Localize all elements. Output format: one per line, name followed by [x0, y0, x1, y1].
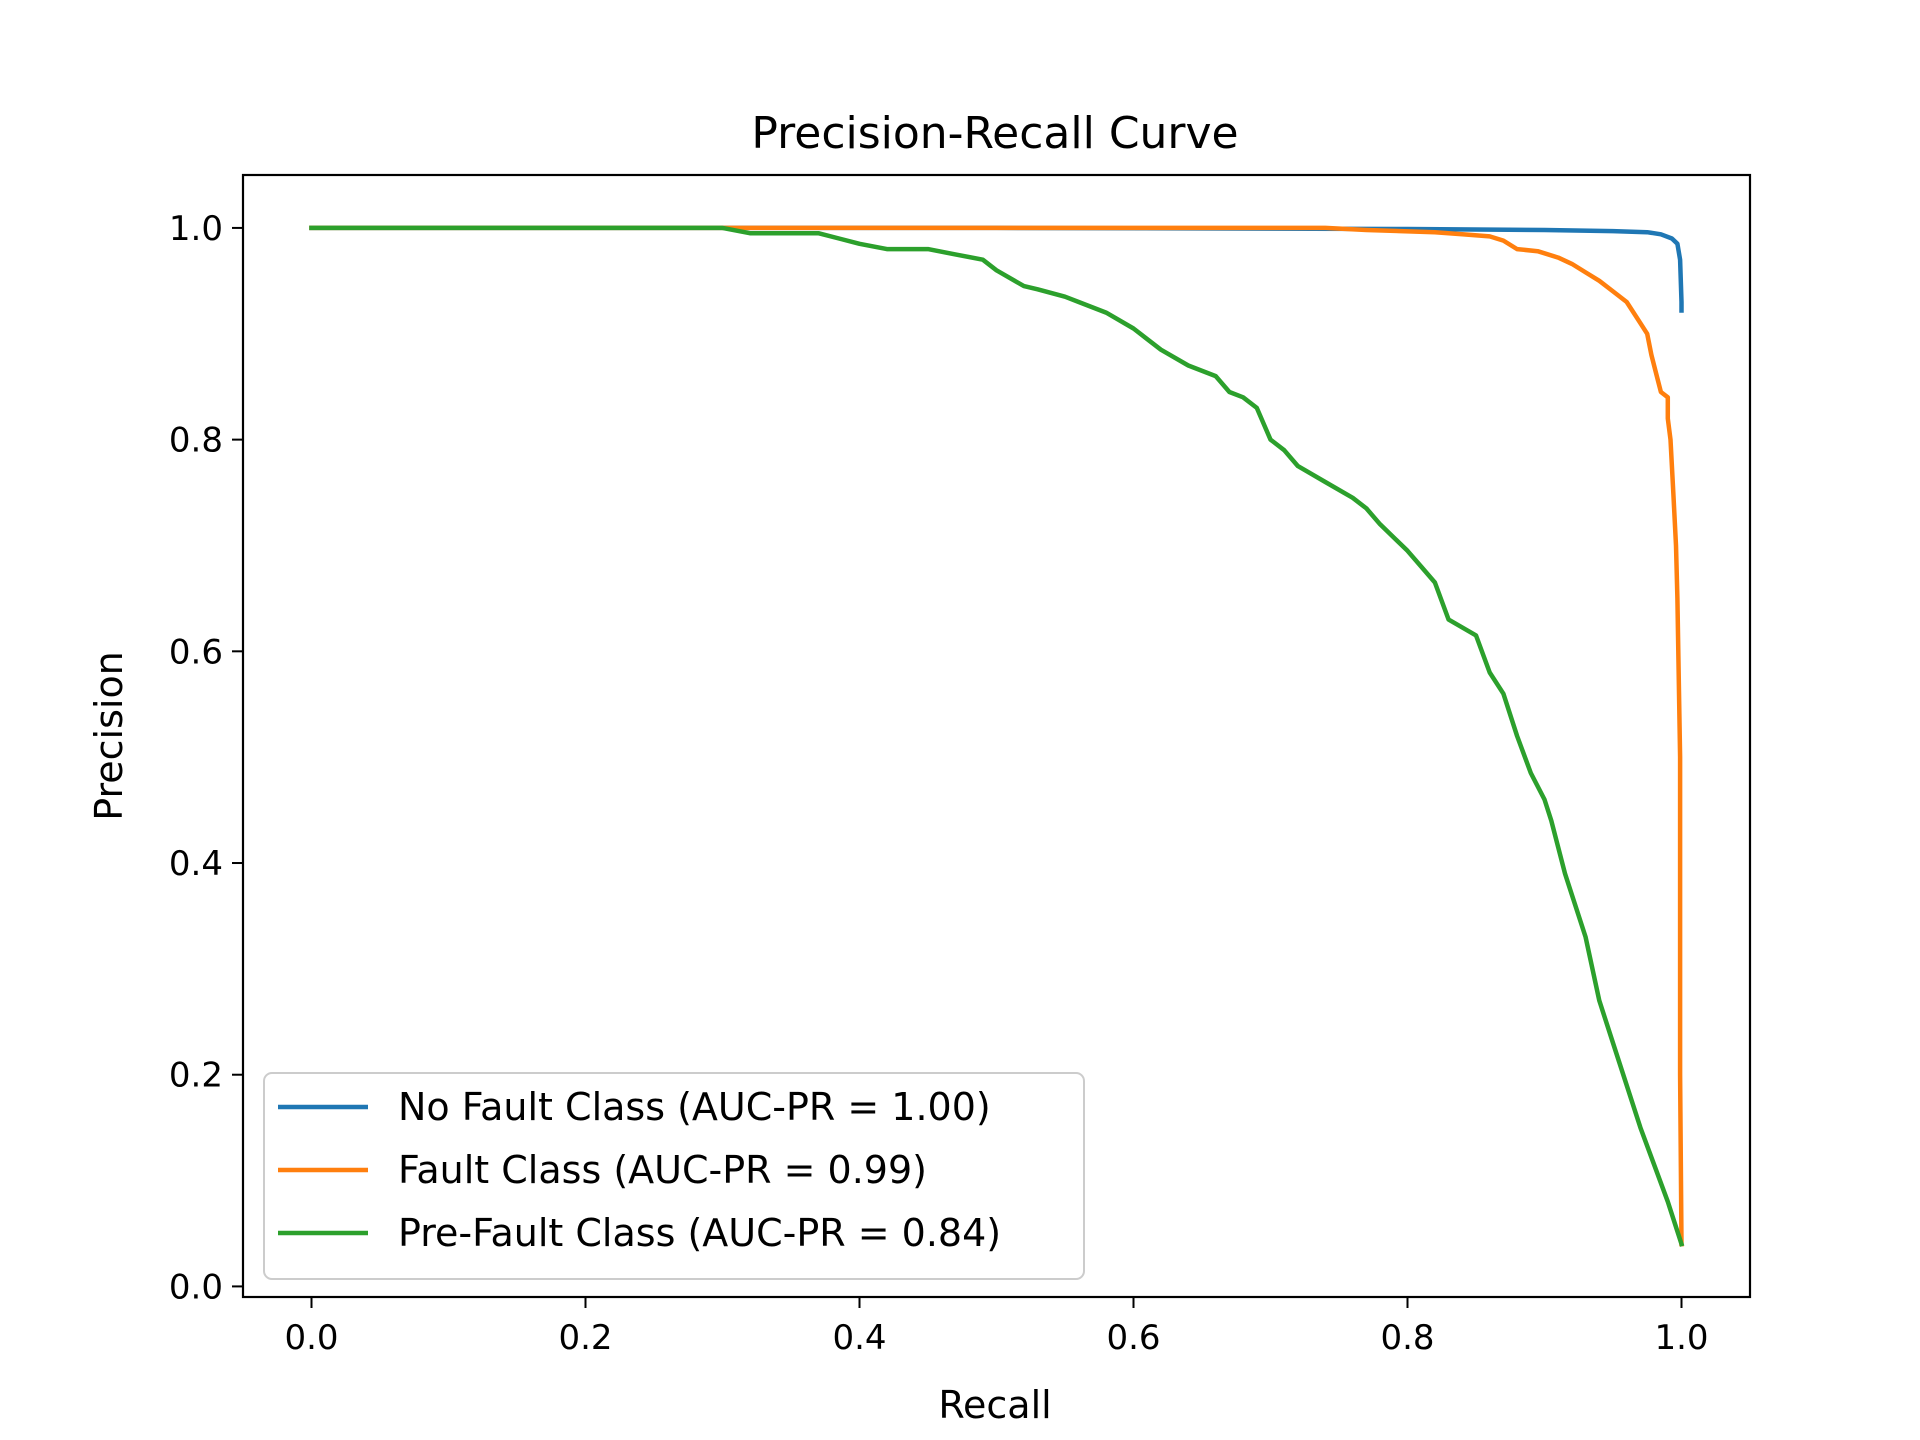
legend-label-pre-fault: Pre-Fault Class (AUC-PR = 0.84): [398, 1211, 1001, 1255]
x-tick-label: 1.0: [1654, 1318, 1708, 1358]
y-axis-label: Precision: [87, 651, 131, 821]
x-tick-label: 0.0: [284, 1318, 338, 1358]
y-tick-label: 0.0: [169, 1267, 223, 1307]
y-tick-label: 0.4: [169, 844, 223, 884]
y-tick-label: 1.0: [169, 209, 223, 249]
plot-lines: [309, 225, 1685, 1247]
series-fault-line: [309, 225, 1684, 1247]
axes-frame: [241, 173, 1752, 1299]
y-tick-label: 0.6: [169, 632, 223, 672]
x-axis-ticks: 0.0 0.2 0.4 0.6 0.8 1.0: [284, 1297, 1709, 1358]
chart-title: Precision-Recall Curve: [751, 108, 1238, 159]
x-tick-label: 0.6: [1106, 1318, 1160, 1358]
series-pre-fault-line: [309, 225, 1685, 1247]
x-tick-label: 0.8: [1380, 1318, 1434, 1358]
y-axis-ticks: 0.0 0.2 0.4 0.6 0.8 1.0: [169, 209, 243, 1307]
y-tick-label: 0.2: [169, 1056, 223, 1096]
legend-label-fault: Fault Class (AUC-PR = 0.99): [398, 1148, 927, 1192]
legend: No Fault Class (AUC-PR = 1.00) Fault Cla…: [263, 1072, 1085, 1280]
y-tick-label: 0.8: [169, 421, 223, 461]
legend-label-no-fault: No Fault Class (AUC-PR = 1.00): [398, 1085, 991, 1129]
x-tick-label: 0.2: [558, 1318, 612, 1358]
legend-box: [263, 1072, 1085, 1280]
x-axis-label: Recall: [938, 1383, 1051, 1427]
x-tick-label: 0.4: [832, 1318, 886, 1358]
